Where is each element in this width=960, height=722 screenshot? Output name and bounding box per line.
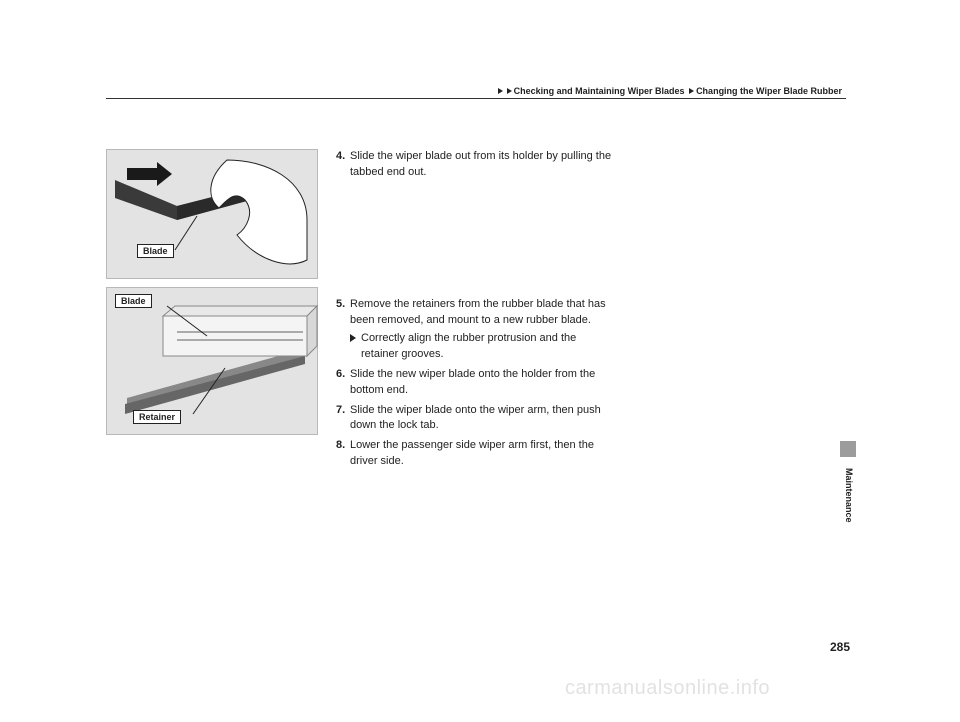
steps-block-2: 5. Remove the retainers from the rubber …: [336, 297, 616, 470]
step-8: 8. Lower the passenger side wiper arm fi…: [336, 438, 616, 470]
step-5: 5. Remove the retainers from the rubber …: [336, 297, 616, 363]
breadcrumb-level1: Checking and Maintaining Wiper Blades: [514, 86, 685, 96]
step-text: Slide the wiper blade out from its holde…: [350, 149, 616, 181]
figure-column: Blade Blade Retainer: [106, 149, 318, 474]
chevron-right-icon: [498, 88, 503, 94]
page-content: Checking and Maintaining Wiper Blades Ch…: [106, 86, 846, 474]
step-number: 7.: [336, 403, 350, 435]
step-5-sub-text: Correctly align the rubber protrusion an…: [361, 331, 616, 363]
figure-label-blade: Blade: [137, 244, 174, 258]
step-number: 5.: [336, 297, 350, 363]
watermark-text: carmanualsonline.info: [565, 677, 770, 700]
step-5-sub: Correctly align the rubber protrusion an…: [350, 331, 616, 363]
triangle-bullet-icon: [350, 334, 356, 342]
step-number: 6.: [336, 367, 350, 399]
content-row: Blade Blade Retainer: [106, 149, 846, 474]
figure-label-retainer: Retainer: [133, 410, 181, 424]
spacer: [336, 185, 616, 297]
step-7: 7. Slide the wiper blade onto the wiper …: [336, 403, 616, 435]
page-number: 285: [830, 640, 850, 654]
chevron-right-icon: [689, 88, 694, 94]
breadcrumb-level2: Changing the Wiper Blade Rubber: [696, 86, 842, 96]
step-text: Lower the passenger side wiper arm first…: [350, 438, 616, 470]
step-number: 4.: [336, 149, 350, 181]
step-4: 4. Slide the wiper blade out from its ho…: [336, 149, 616, 181]
instruction-column: 4. Slide the wiper blade out from its ho…: [336, 149, 616, 474]
section-tab-label: Maintenance: [844, 468, 854, 523]
step-5-main: Remove the retainers from the rubber bla…: [350, 298, 606, 326]
wiper-blade-illustration: [107, 150, 319, 280]
step-number: 8.: [336, 438, 350, 470]
chevron-right-icon: [507, 88, 512, 94]
step-text: Slide the new wiper blade onto the holde…: [350, 367, 616, 399]
step-text: Remove the retainers from the rubber bla…: [350, 297, 616, 363]
figure-blade-retainer: Blade Retainer: [106, 287, 318, 435]
figure-blade-removal: Blade: [106, 149, 318, 279]
figure-label-blade-2: Blade: [115, 294, 152, 308]
breadcrumb: Checking and Maintaining Wiper Blades Ch…: [106, 86, 846, 96]
section-tab-marker: [840, 441, 856, 457]
header-divider: [106, 98, 846, 99]
step-text: Slide the wiper blade onto the wiper arm…: [350, 403, 616, 435]
step-6: 6. Slide the new wiper blade onto the ho…: [336, 367, 616, 399]
